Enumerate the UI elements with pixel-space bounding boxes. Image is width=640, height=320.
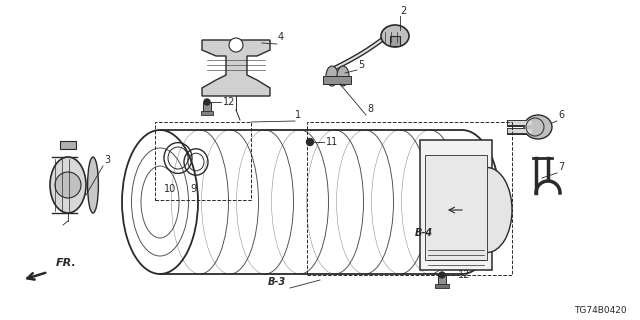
Circle shape: [307, 139, 314, 146]
Bar: [155, 122, 251, 200]
Text: 5: 5: [358, 60, 364, 70]
Text: 10: 10: [164, 184, 176, 194]
Bar: [201, 111, 213, 115]
Circle shape: [229, 38, 243, 52]
Bar: [60, 141, 76, 149]
Text: 2: 2: [400, 6, 406, 16]
Text: 12: 12: [458, 270, 470, 280]
Bar: [438, 275, 446, 285]
Bar: [203, 102, 211, 112]
Ellipse shape: [50, 157, 86, 213]
Ellipse shape: [337, 66, 349, 86]
Ellipse shape: [524, 115, 552, 139]
Bar: [420, 140, 492, 270]
Circle shape: [204, 99, 210, 105]
Circle shape: [439, 272, 445, 278]
Ellipse shape: [462, 167, 512, 252]
Bar: [390, 36, 400, 46]
Text: FR.: FR.: [56, 258, 77, 268]
Text: B-3: B-3: [268, 277, 286, 287]
Bar: [425, 155, 487, 260]
Bar: [307, 122, 512, 275]
Text: 12: 12: [223, 97, 236, 107]
Ellipse shape: [88, 157, 99, 213]
Ellipse shape: [326, 66, 338, 86]
Text: 4: 4: [278, 32, 284, 42]
Text: 9: 9: [190, 184, 196, 194]
Text: 1: 1: [295, 110, 301, 120]
Text: 8: 8: [367, 104, 373, 114]
Text: 3: 3: [104, 155, 110, 165]
Text: B-4: B-4: [415, 228, 433, 238]
Text: 7: 7: [558, 162, 564, 172]
Ellipse shape: [381, 25, 409, 47]
Polygon shape: [202, 40, 270, 96]
Bar: [435, 284, 449, 288]
Text: TG74B0420: TG74B0420: [574, 306, 627, 315]
Circle shape: [55, 172, 81, 198]
Text: 6: 6: [558, 110, 564, 120]
Text: 11: 11: [326, 137, 339, 147]
Bar: [323, 76, 351, 84]
